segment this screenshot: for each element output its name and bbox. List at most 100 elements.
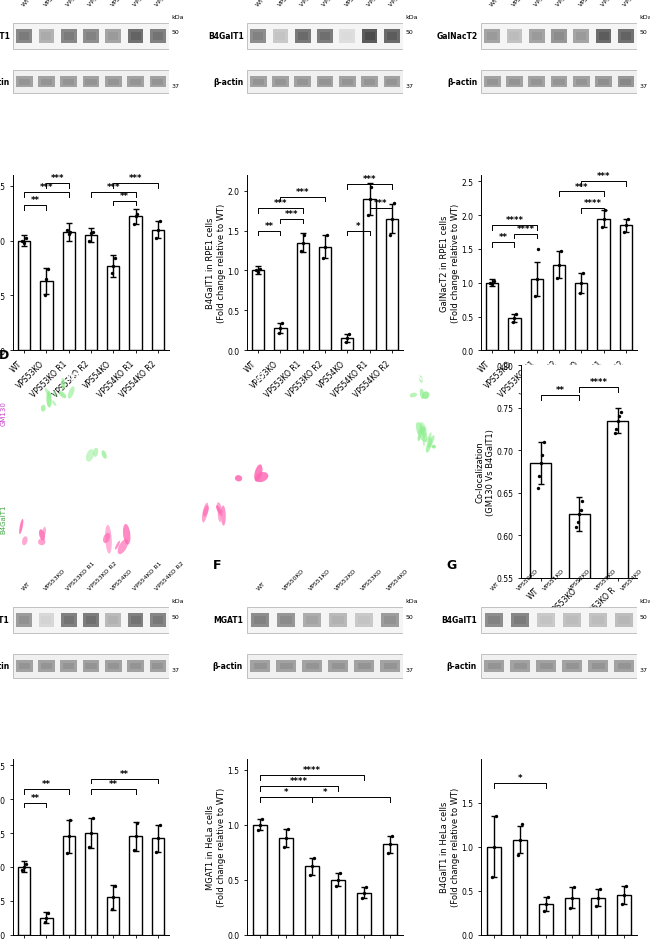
Bar (618, 664, 630, 669)
Text: ****: **** (590, 378, 608, 386)
Bar (513, 839, 527, 935)
Ellipse shape (419, 427, 426, 433)
Point (283, 821, 293, 836)
Point (489, 839, 499, 854)
Text: VPS53KO: VPS53KO (43, 0, 66, 8)
Bar (42, 33, 51, 41)
Point (537, 447, 547, 463)
Bar (569, 514, 590, 944)
Bar (150, 614, 166, 627)
Text: ***: *** (40, 183, 53, 192)
Text: 37: 37 (171, 84, 179, 89)
Text: VPS54KO R1: VPS54KO R1 (132, 0, 162, 8)
Bar (551, 30, 567, 43)
Point (599, 211, 609, 227)
Bar (384, 76, 400, 89)
Point (86, 226, 96, 241)
Bar (85, 664, 97, 669)
Bar (247, 608, 403, 633)
Text: WT: WT (489, 0, 499, 8)
Text: VPS54KO R1: VPS54KO R1 (600, 0, 630, 8)
Text: ST6GalT1: ST6GalT1 (0, 615, 10, 625)
Bar (105, 30, 121, 43)
Point (517, 817, 527, 832)
Bar (272, 30, 288, 43)
Text: D: D (0, 349, 8, 362)
Point (298, 236, 308, 251)
Bar (305, 867, 319, 935)
Text: kDa: kDa (640, 598, 650, 603)
Point (62, 223, 72, 238)
Bar (83, 661, 99, 672)
Text: VPS53KO R2: VPS53KO R2 (556, 0, 586, 8)
Ellipse shape (432, 446, 436, 449)
Text: VPS53KO R1: VPS53KO R1 (65, 0, 96, 8)
Ellipse shape (86, 449, 94, 463)
Bar (150, 76, 166, 89)
Bar (573, 76, 590, 89)
Bar (531, 80, 542, 86)
Text: VPS53KO: VPS53KO (43, 567, 66, 591)
Point (532, 273, 542, 288)
Point (331, 879, 341, 894)
Point (41, 272, 51, 287)
Bar (153, 616, 163, 624)
Point (538, 435, 549, 450)
Point (487, 870, 497, 885)
Bar (317, 76, 333, 89)
Point (487, 278, 497, 293)
Ellipse shape (101, 451, 107, 459)
Text: VPS53KO R2: VPS53KO R2 (322, 0, 352, 8)
Bar (250, 76, 266, 89)
Point (151, 231, 161, 246)
Point (533, 243, 543, 258)
Point (509, 312, 519, 327)
Point (567, 890, 577, 905)
Bar (131, 33, 140, 41)
Text: B4GalT1: B4GalT1 (0, 504, 6, 533)
Bar (481, 608, 637, 633)
Text: β-actin: β-actin (213, 78, 244, 87)
Ellipse shape (419, 423, 427, 438)
Ellipse shape (422, 392, 429, 399)
Point (623, 211, 633, 227)
Ellipse shape (218, 511, 221, 523)
Text: ***: *** (274, 199, 287, 208)
Bar (62, 232, 75, 351)
Point (281, 831, 291, 846)
Ellipse shape (417, 435, 421, 442)
Ellipse shape (254, 464, 263, 482)
Point (307, 859, 317, 874)
Ellipse shape (235, 476, 242, 481)
Bar (38, 30, 54, 43)
Bar (343, 33, 352, 41)
Point (43, 262, 53, 278)
Bar (306, 616, 318, 624)
Text: kDa: kDa (171, 598, 184, 603)
Point (279, 839, 289, 854)
Point (577, 494, 588, 509)
Text: VPS53KO R1: VPS53KO R1 (299, 0, 330, 8)
Bar (511, 614, 529, 627)
Bar (487, 33, 497, 41)
Text: 50: 50 (406, 614, 413, 619)
Text: **: ** (555, 385, 564, 395)
Point (129, 217, 139, 232)
Bar (105, 661, 122, 672)
Bar (566, 616, 578, 624)
Bar (60, 661, 77, 672)
Point (253, 265, 263, 280)
Bar (302, 661, 322, 672)
Text: VPS54KO: VPS54KO (344, 0, 367, 8)
Point (251, 263, 261, 278)
Point (64, 228, 74, 243)
Bar (294, 76, 311, 89)
Point (132, 816, 142, 831)
Ellipse shape (416, 423, 427, 443)
Bar (481, 654, 637, 678)
Bar (362, 30, 378, 43)
Point (153, 831, 163, 846)
Bar (320, 33, 330, 41)
Bar (127, 661, 144, 672)
Ellipse shape (22, 537, 27, 546)
